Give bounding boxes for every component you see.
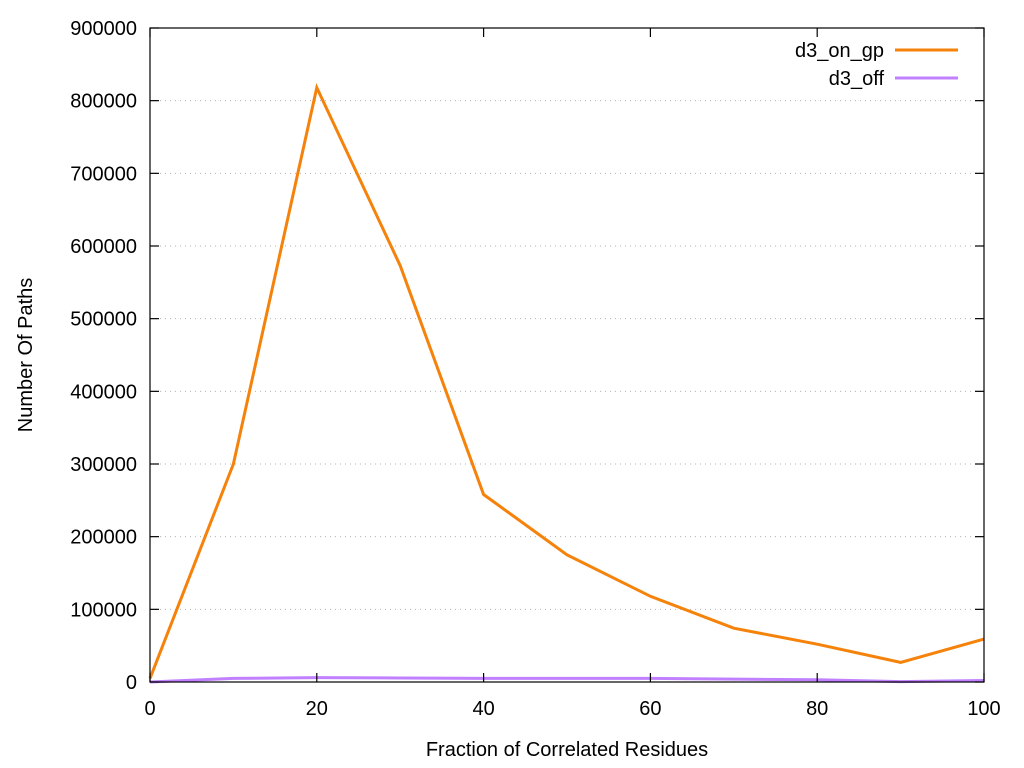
x-tick-labels: 0 20 40 60 80 100 <box>144 698 1000 720</box>
legend-label-d3_off: d3_off <box>829 68 885 90</box>
y-tick-label: 300000 <box>70 454 137 476</box>
y-tick-label: 100000 <box>70 599 137 621</box>
series-line-d3_off <box>149 676 985 684</box>
y-tick-label: 800000 <box>70 91 137 113</box>
y-tick-labels: 0 100000 200000 300000 400000 500000 600000 700… <box>70 18 137 694</box>
x-tick-label: 60 <box>639 698 661 720</box>
x-tick-label: 100 <box>967 698 1000 720</box>
x-axis-title: Fraction of Correlated Residues <box>426 739 708 761</box>
axis-ticks <box>149 27 985 683</box>
x-tick-label: 0 <box>144 698 155 720</box>
y-tick-label: 400000 <box>70 381 137 403</box>
y-tick-label: 900000 <box>70 18 137 40</box>
x-tick-label: 40 <box>472 698 494 720</box>
y-tick-label: 600000 <box>70 236 137 258</box>
series-line-d3_on_gp <box>148 82 985 679</box>
series-lines <box>148 82 985 684</box>
plot-frame <box>149 27 985 683</box>
grid <box>150 100 984 610</box>
y-tick-label: 500000 <box>70 309 137 331</box>
legend-label-d3_on_gp: d3_on_gp <box>795 40 884 62</box>
y-tick-label: 0 <box>126 672 137 694</box>
y-tick-label: 700000 <box>70 163 137 185</box>
x-tick-label: 20 <box>306 698 328 720</box>
y-tick-label: 200000 <box>70 527 137 549</box>
y-axis-title: Number Of Paths <box>15 278 37 433</box>
legend: d3_on_gp d3_off <box>795 40 958 90</box>
x-tick-label: 80 <box>806 698 828 720</box>
